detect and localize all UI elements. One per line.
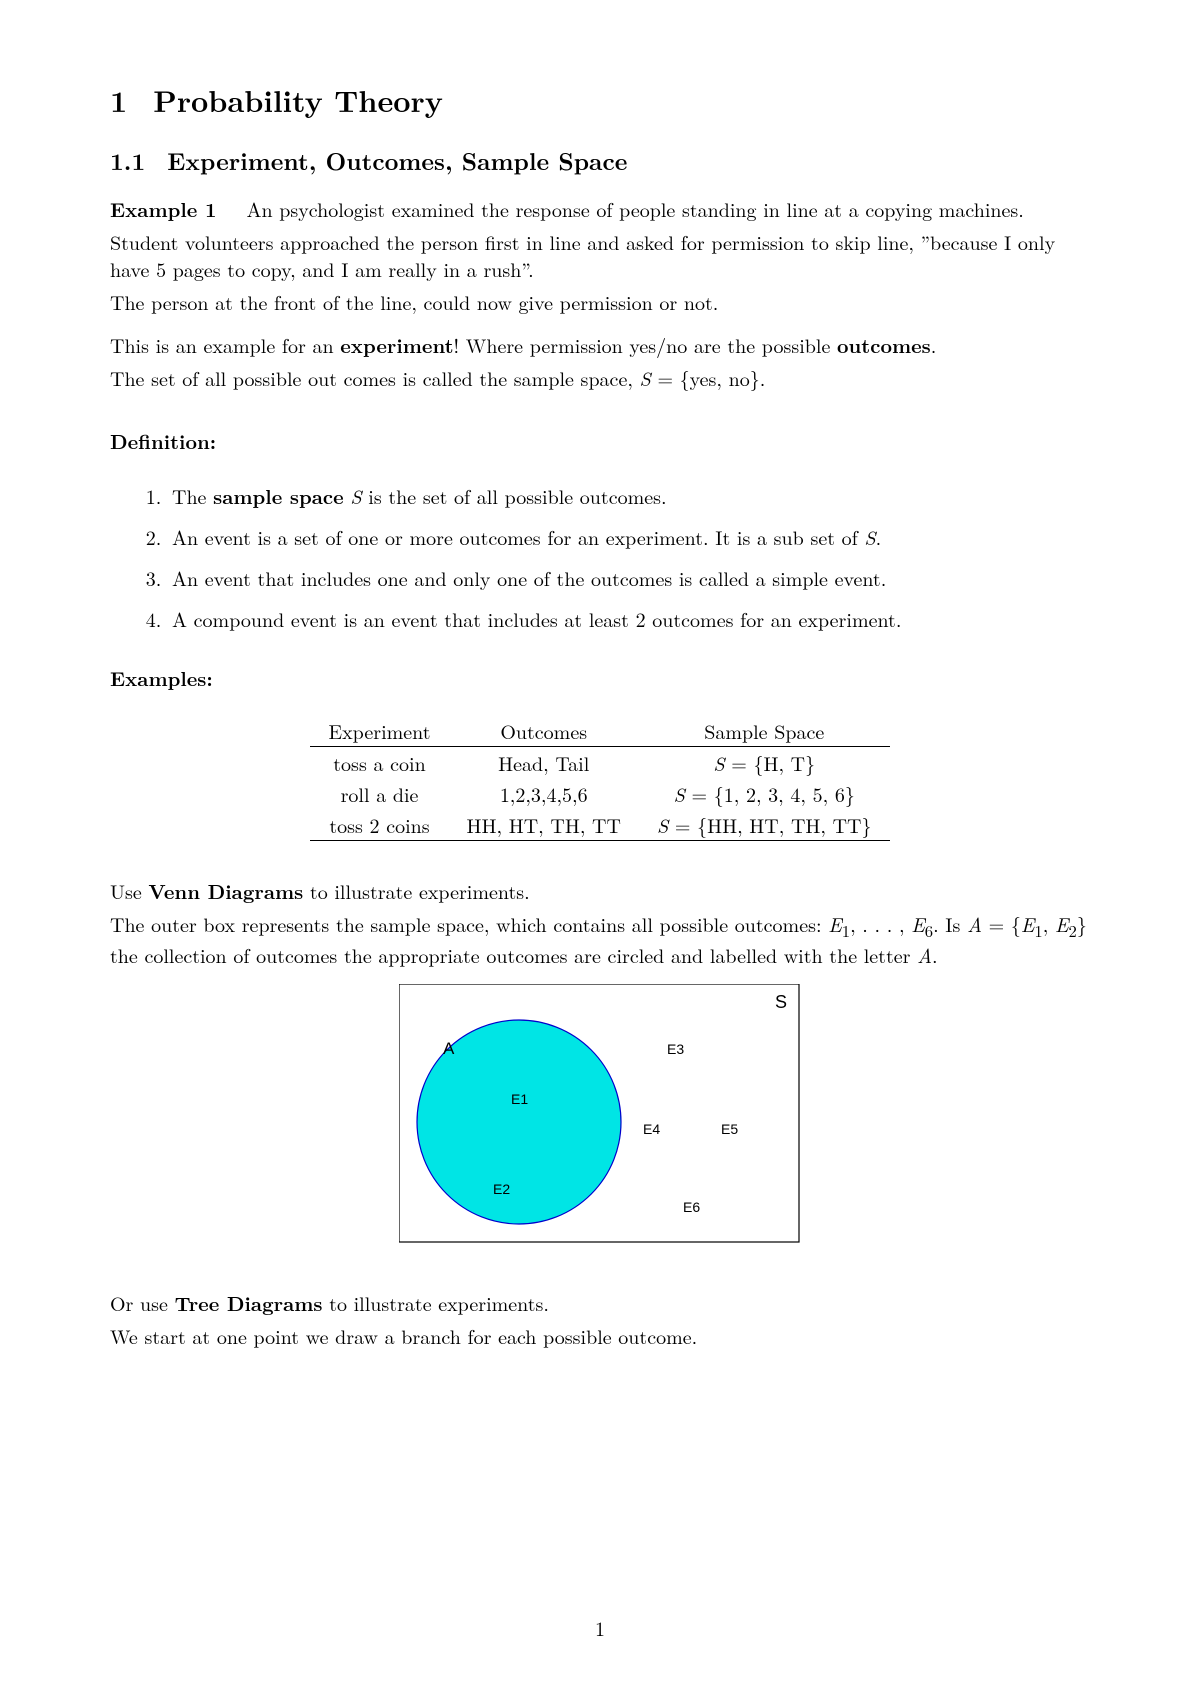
section-title: Probability Theory (153, 78, 443, 121)
subsection-number: 1.1 (110, 144, 145, 178)
page-number: 1 (0, 1614, 1200, 1641)
venn-intro-line2: The outer box represents the sample spac… (110, 910, 1090, 969)
definition-item-2: An event is a set of one or more outcome… (168, 523, 1090, 550)
example1-para2-line2: The set of all possible out comes is cal… (110, 364, 1090, 391)
cell: 1,2,3,4,5,6 (449, 778, 639, 809)
definition-list: The sample space S is the set of all pos… (110, 482, 1090, 632)
venn-label-e2: E2 (493, 1181, 510, 1197)
example1-block: Example 1 An psychologist examined the r… (110, 195, 1090, 315)
page: 1 Probability Theory 1.1 Experiment, Outco… (0, 0, 1200, 1697)
text: ! Where permission yes/no are the possib… (454, 330, 837, 359)
tree-intro-line2: We start at one point we draw a branch f… (110, 1322, 1090, 1349)
venn-label-e5: E5 (721, 1121, 738, 1137)
examples-heading: Examples: (110, 664, 1090, 691)
text: Use (110, 876, 148, 905)
section-number: 1 (110, 78, 127, 121)
text: This is an example for an (110, 330, 340, 359)
cell: S = {HH, HT, TH, TT} (639, 809, 890, 841)
venn-label-e1: E1 (511, 1091, 528, 1107)
example1-line1: Example 1 An psychologist examined the r… (110, 195, 1090, 222)
col-outcomes: Outcomes (449, 715, 639, 747)
table-row: toss a coin Head, Tail S = {H, T} (310, 746, 889, 778)
col-experiment: Experiment (310, 715, 448, 747)
venn-label-e3: E3 (667, 1041, 684, 1057)
table-row: toss 2 coins HH, HT, TH, TT S = {HH, HT,… (310, 809, 889, 841)
bold-venn-diagrams: Venn Diagrams (148, 876, 303, 905)
definition-item-1: The sample space S is the set of all pos… (168, 482, 1090, 509)
bold-outcomes: outcomes (837, 330, 931, 359)
definition-item-4: A compound event is an event that includ… (168, 605, 1090, 632)
table-row: roll a die 1,2,3,4,5,6 S = {1, 2, 3, 4, … (310, 778, 889, 809)
subsection-heading: 1.1 Experiment, Outcomes, Sample Space (110, 145, 1090, 177)
bold-experiment: experiment (340, 330, 453, 359)
section-heading: 1 Probability Theory (110, 80, 1090, 121)
tree-intro-line1: Or use Tree Diagrams to illustrate exper… (110, 1289, 1090, 1316)
example1-para2-line1: This is an example for an experiment! Wh… (110, 331, 1090, 358)
tree-intro: Or use Tree Diagrams to illustrate exper… (110, 1289, 1090, 1349)
venn-label-e4: E4 (643, 1121, 660, 1137)
table-header-row: Experiment Outcomes Sample Space (310, 715, 889, 747)
example1-para2: This is an example for an experiment! Wh… (110, 331, 1090, 391)
cell: Head, Tail (449, 746, 639, 778)
cell: toss 2 coins (310, 809, 448, 841)
cell: S = {1, 2, 3, 4, 5, 6} (639, 778, 890, 809)
venn-label-e6: E6 (683, 1199, 700, 1215)
definition-heading: Definition: (110, 427, 1090, 454)
cell: toss a coin (310, 746, 448, 778)
cell: S = {H, T} (639, 746, 890, 778)
venn-intro-line1: Use Venn Diagrams to illustrate experime… (110, 877, 1090, 904)
venn-intro: Use Venn Diagrams to illustrate experime… (110, 877, 1090, 969)
subsection-title: Experiment, Outcomes, Sample Space (167, 144, 627, 178)
text: Or use (110, 1288, 175, 1317)
cell: roll a die (310, 778, 448, 809)
text: . (931, 330, 937, 359)
example1-line2: Student volunteers approached the person… (110, 228, 1090, 282)
example1-line3: The person at the front of the line, cou… (110, 288, 1090, 315)
example1-label: Example 1 (110, 194, 216, 223)
cell: HH, HT, TH, TT (449, 809, 639, 841)
venn-label-s: S (775, 992, 787, 1012)
text: to illustrate experiments. (303, 876, 529, 905)
venn-svg: S A E1 E2 E3 E4 E5 E6 (399, 984, 801, 1244)
example1-text1: An psychologist examined the response of… (246, 194, 1023, 223)
venn-diagram: S A E1 E2 E3 E4 E5 E6 (110, 984, 1090, 1249)
venn-label-a: A (443, 1039, 455, 1058)
examples-table: Experiment Outcomes Sample Space toss a … (310, 715, 889, 841)
bold-tree-diagrams: Tree Diagrams (175, 1288, 323, 1317)
definition-item-3: An event that includes one and only one … (168, 564, 1090, 591)
text: to illustrate experiments. (323, 1288, 549, 1317)
col-sample-space: Sample Space (639, 715, 890, 747)
